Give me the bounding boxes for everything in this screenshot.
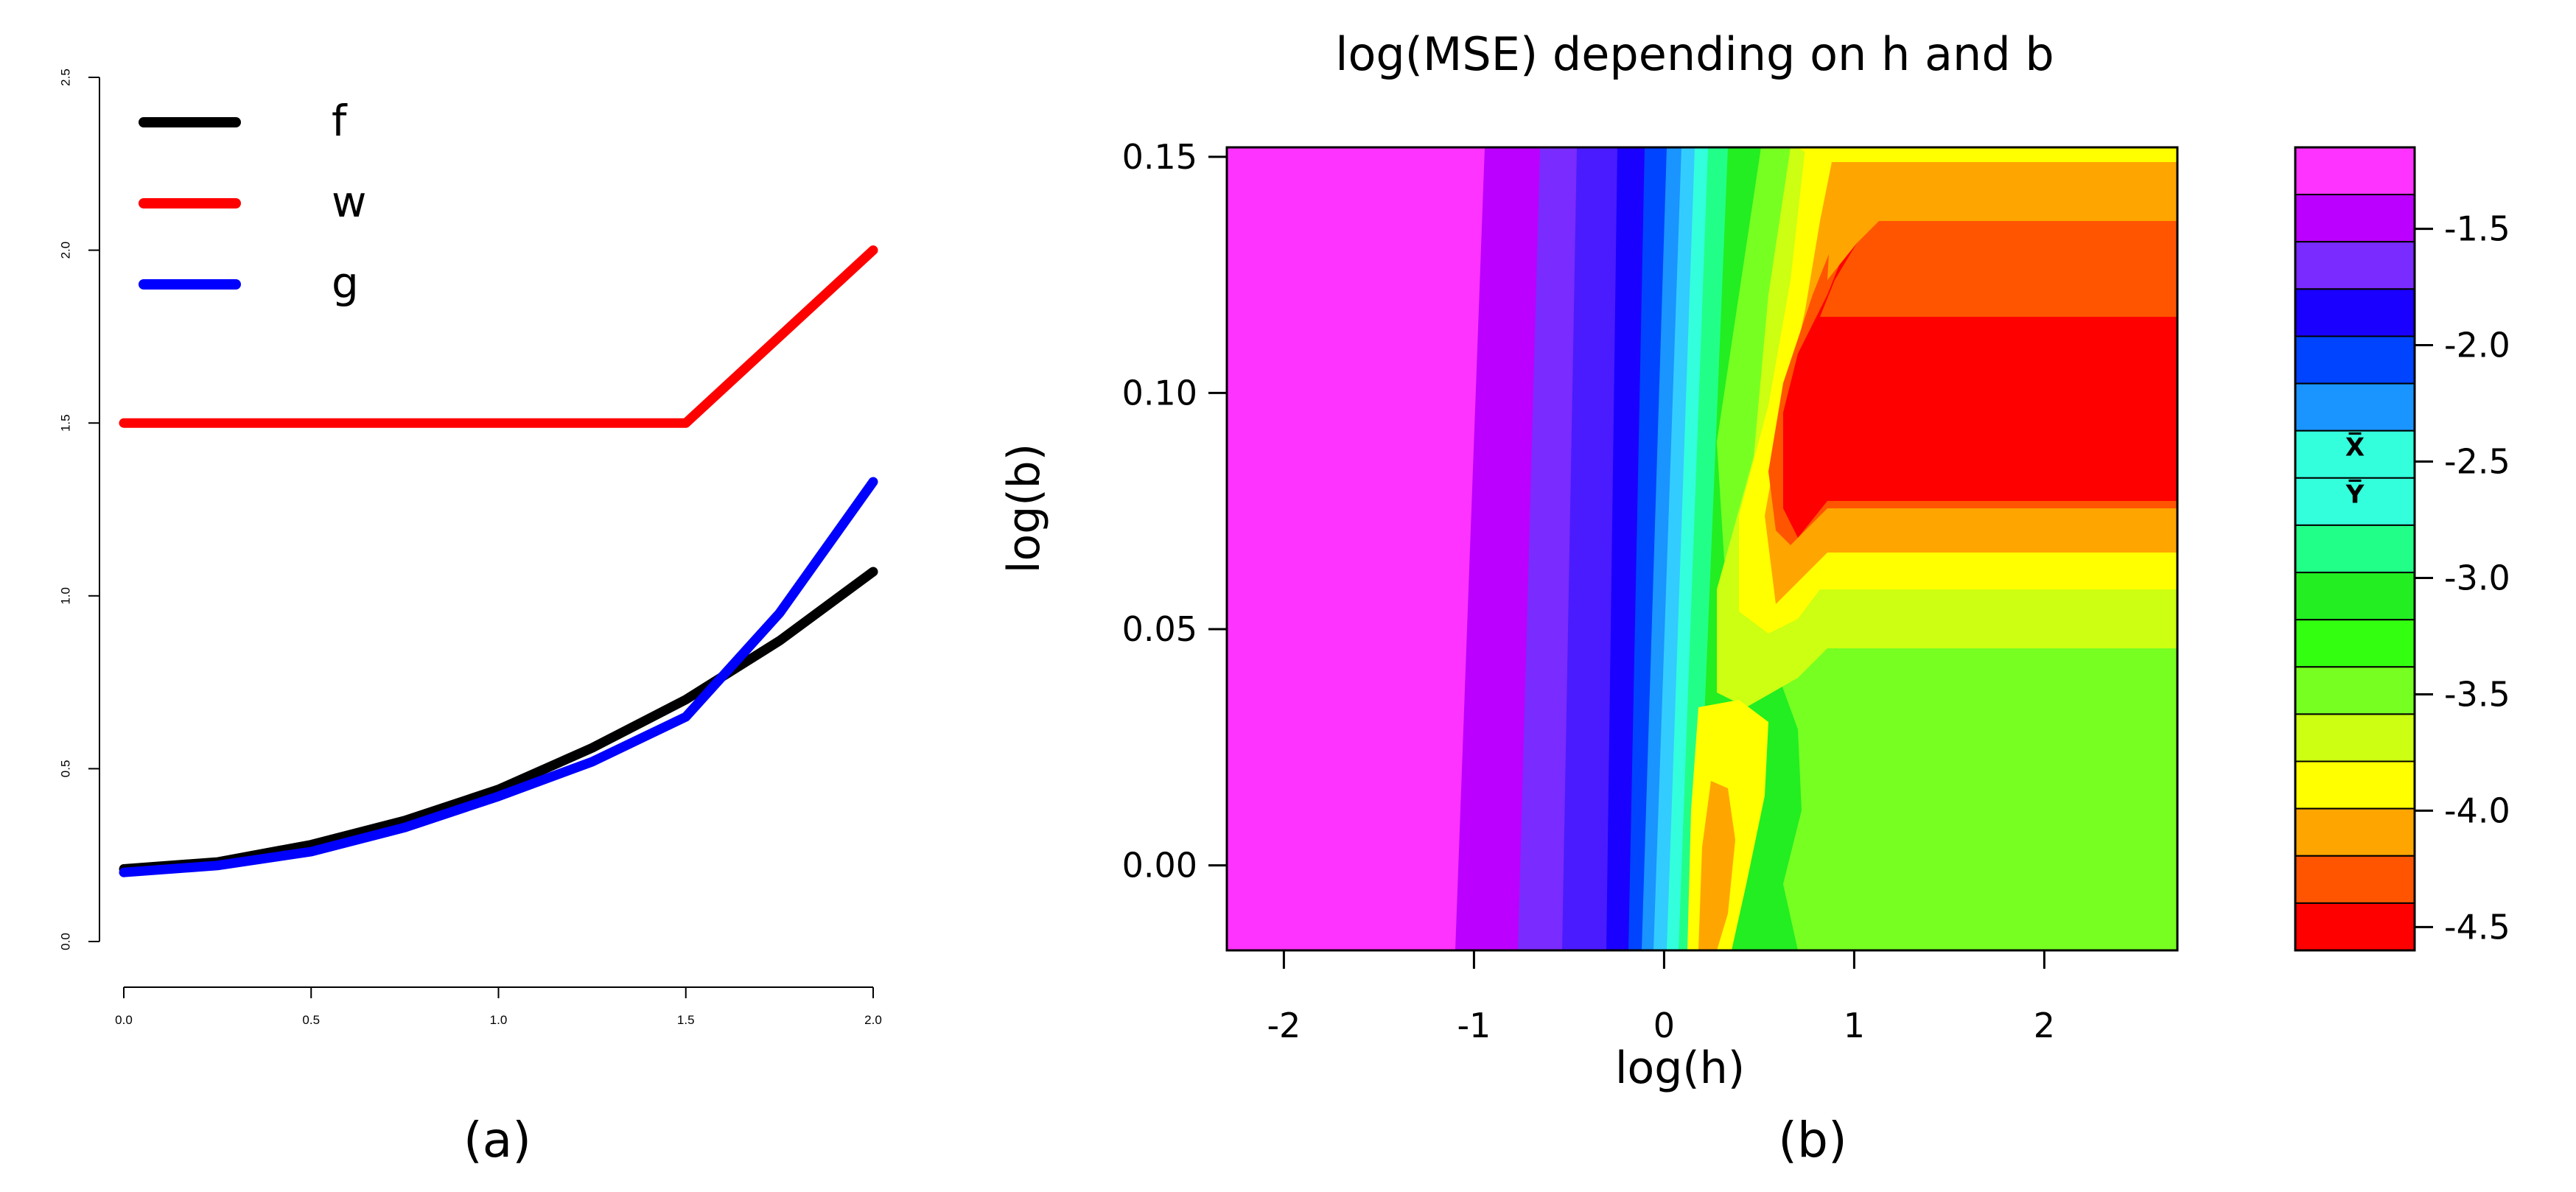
legend-label-f: f (332, 96, 348, 146)
colorbar-band (2295, 335, 2415, 385)
x-tick-label: 1.5 (677, 1013, 695, 1027)
x-ticks: 0.0 0.5 1.0 1.5 2.0 (115, 987, 882, 1027)
colorbar-band (2295, 194, 2415, 243)
colorbar-frame (2294, 146, 2416, 952)
legend-label-w: w (332, 177, 366, 227)
colorbar-band (2295, 288, 2415, 337)
heatmap-x-tick-label: 0 (1653, 1006, 1675, 1045)
heatmap-x-label: log(h) (1615, 1042, 1745, 1094)
series-lines (119, 245, 878, 877)
colorbar-band (2295, 855, 2415, 904)
colorbar-band (2295, 807, 2415, 857)
colorbar-band (2295, 241, 2415, 290)
y-tick-label: 0.5 (58, 760, 72, 778)
colorbar-tick-label: -1.5 (2444, 209, 2510, 249)
heatmap-y-tick-label: 0.10 (1122, 373, 1197, 413)
colorbar-tick-label: -4.0 (2444, 790, 2510, 830)
region-orange-low (1698, 781, 1735, 950)
heatmap-y-ticks: 0.00 0.05 0.10 0.15 (1122, 137, 1227, 886)
heatmap-y-label: log(b) (998, 444, 1050, 573)
y-tick-label: 2.5 (58, 69, 72, 86)
x-tick-label: 1.0 (490, 1013, 508, 1027)
colorbar-tick-label: -2.5 (2444, 442, 2510, 482)
colorbar-tick-label: -3.0 (2444, 558, 2510, 597)
region-darkorange-top (1820, 221, 2177, 317)
y-tick-label: 1.0 (58, 587, 72, 605)
colorbar-band (2295, 713, 2415, 762)
colorbar-tick-label: -4.5 (2444, 907, 2510, 947)
colorbar-band (2295, 147, 2415, 196)
y-tick-label: 0.0 (58, 933, 72, 950)
colorbar-band (2295, 477, 2415, 526)
heatmap-frame (1225, 146, 2179, 952)
x-tick-label: 0.0 (115, 1013, 133, 1027)
y-ticks: 0.0 0.5 1.0 1.5 2.0 2.5 (58, 69, 99, 950)
colorbar-band (2295, 666, 2415, 715)
legend: fwg (139, 96, 366, 308)
colorbar-band (2295, 572, 2415, 621)
colorbar-band (2295, 382, 2415, 432)
colorbar-tick-label: -2.0 (2444, 326, 2510, 365)
colorbar-ticks: -1.5 -2.0 -2.5 -3.0 -3.5 -4.0 -4.5 (2415, 209, 2510, 947)
legend-label-g: g (332, 258, 359, 308)
line-chart-panel: 0.0 0.5 1.0 1.5 2.0 2.5 0.0 0.5 1.0 1.5 2.0 fwg (… (58, 69, 881, 1168)
colorbar-band (2295, 760, 2415, 810)
colorbar-band (2295, 430, 2415, 479)
series-line-f (119, 567, 878, 874)
region-orange-top (1827, 147, 2177, 280)
heatmap-body (1227, 147, 2177, 950)
heatmap-x-tick-label: 2 (2034, 1006, 2055, 1045)
x-tick-label: 0.5 (302, 1013, 320, 1027)
colorbar-band (2295, 619, 2415, 668)
colorbar (2294, 146, 2416, 952)
heatmap-x-tick-label: -1 (1457, 1006, 1491, 1045)
colorbar-annotation: Y̅ (2345, 479, 2365, 509)
heatmap-y-tick-label: 0.15 (1122, 137, 1197, 177)
heatmap-panel: log(MSE) depending on h and b (998, 27, 2510, 1168)
panel-label-b: (b) (1778, 1112, 1847, 1168)
panel-label-a: (a) (463, 1112, 531, 1168)
series-line-g (119, 477, 878, 877)
heatmap-y-tick-label: 0.00 (1122, 846, 1197, 886)
y-tick-label: 1.5 (58, 414, 72, 432)
series-line-w (119, 245, 878, 428)
heatmap-x-tick-label: 1 (1844, 1006, 1865, 1045)
colorbar-annotation: X̅ (2345, 432, 2365, 462)
y-tick-label: 2.0 (58, 242, 72, 259)
chart-title: log(MSE) depending on h and b (1335, 27, 2054, 81)
colorbar-band (2295, 524, 2415, 574)
line-chart-axes (99, 77, 873, 988)
colorbar-band (2295, 902, 2415, 952)
colorbar-annotations: X̅ Y̅ (2345, 432, 2365, 509)
colorbar-tick-label: -3.5 (2444, 674, 2510, 714)
heatmap-x-ticks: -2 -1 0 1 2 (1267, 950, 2055, 1045)
x-tick-label: 2.0 (864, 1013, 882, 1027)
region-yellow-top (1798, 147, 2177, 162)
heatmap-x-tick-label: -2 (1267, 1006, 1301, 1045)
heatmap-y-tick-label: 0.05 (1122, 609, 1197, 649)
